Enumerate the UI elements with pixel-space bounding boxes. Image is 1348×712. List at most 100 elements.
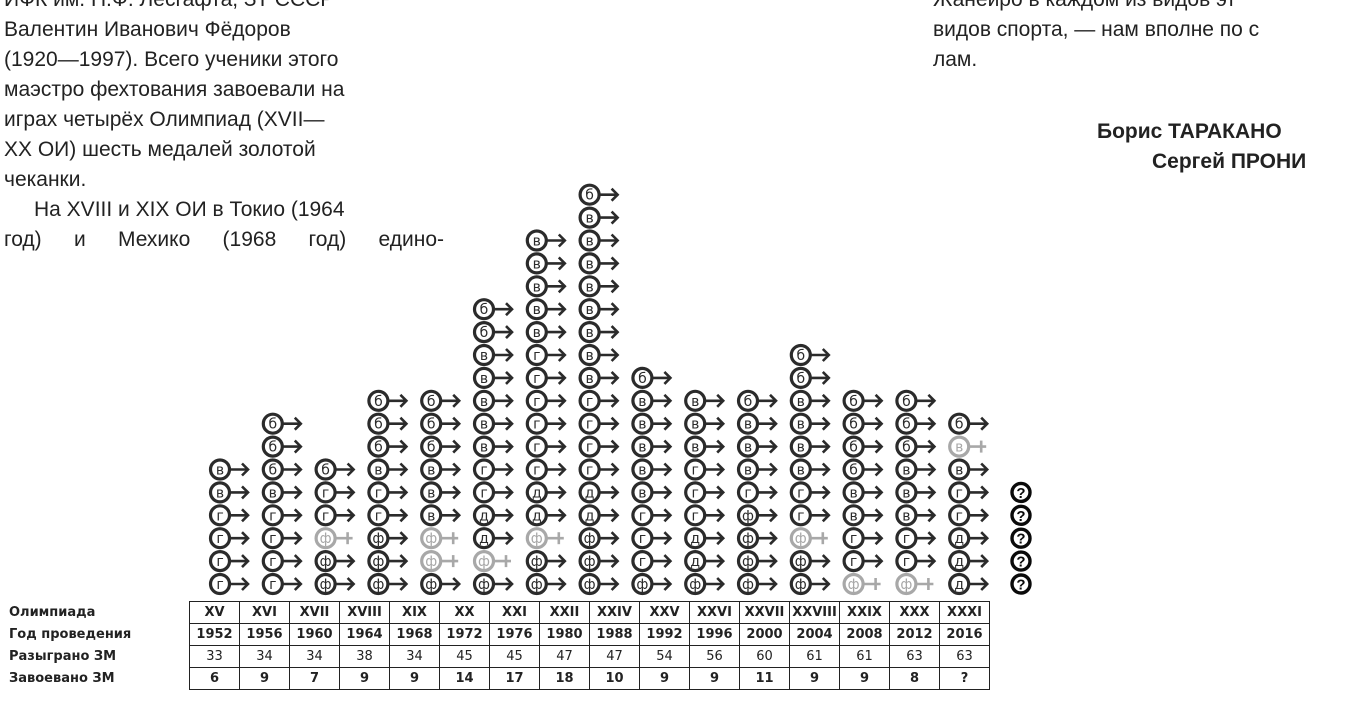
svg-text:б: б	[268, 417, 277, 433]
medal-symbol: б	[895, 435, 937, 458]
table-cell: XXIV	[589, 601, 640, 624]
svg-text:г: г	[269, 554, 276, 570]
table-cell: XVI	[239, 601, 290, 624]
svg-text:д: д	[585, 485, 595, 501]
medal-symbol: д	[684, 527, 726, 550]
svg-text:б: б	[955, 417, 964, 433]
medal-symbol: г	[314, 504, 356, 527]
medal-symbol: ф	[842, 572, 881, 596]
svg-text:б: б	[849, 417, 858, 433]
medal-symbol: г	[684, 504, 726, 527]
medal-symbol: б	[367, 389, 409, 412]
svg-text:в: в	[797, 463, 805, 479]
medal-symbol: д	[684, 549, 726, 573]
medal-symbol: в	[472, 389, 514, 412]
svg-text:б: б	[374, 394, 383, 410]
medal-symbol: г	[367, 504, 409, 527]
medal-symbol: б	[895, 389, 937, 412]
medal-symbol: б	[367, 412, 409, 435]
table-cell: 1992	[639, 623, 690, 646]
svg-text:б: б	[374, 417, 383, 433]
svg-text:ф: ф	[320, 577, 332, 593]
medal-symbol: г	[208, 572, 250, 596]
svg-text:в: в	[691, 440, 699, 456]
table-cell: 54	[639, 645, 690, 668]
medal-symbol: г	[525, 366, 567, 389]
medal-symbol: в	[631, 458, 673, 481]
medal-symbol: в	[631, 435, 673, 458]
medal-symbol: б	[789, 343, 831, 367]
svg-text:б: б	[902, 394, 911, 410]
svg-text:ф: ф	[900, 577, 912, 593]
medal-symbol: г	[842, 527, 884, 550]
table-cell: 6	[189, 667, 240, 690]
medal-symbol: б	[842, 458, 884, 481]
medal-symbol: в	[525, 275, 567, 298]
medal-symbol: г	[578, 412, 620, 435]
medal-symbol: в	[208, 458, 250, 481]
svg-text:?: ?	[1016, 554, 1025, 571]
medal-symbol: д	[948, 549, 990, 573]
medal-symbol: в	[525, 321, 567, 344]
svg-text:в: в	[902, 485, 910, 501]
medal-symbol: г	[842, 549, 884, 573]
table-cell: XXI	[489, 601, 540, 624]
unknown-medal-symbol: ?	[1010, 550, 1032, 572]
svg-text:г: г	[692, 463, 699, 479]
medal-symbol: в	[789, 435, 831, 458]
olympics-table: Олимпиада XV XVI XVII XVIII XIX XX XXI XXII XXIV X…	[0, 601, 990, 690]
right-text-line: Жанейро в каждом из видов эт	[933, 0, 1348, 15]
medal-symbol: ф	[420, 549, 459, 573]
table-cell: XVII	[289, 601, 340, 624]
left-text-line: Валентин Иванович Фёдоров	[4, 18, 291, 41]
medal-symbol: в	[472, 412, 514, 435]
table-cell: XXXI	[939, 601, 990, 624]
svg-text:в: в	[585, 256, 593, 272]
medal-symbol: в	[789, 412, 831, 435]
svg-text:в: в	[691, 394, 699, 410]
medal-symbol: в	[684, 389, 726, 412]
left-text-line: На XVIII и XIX ОИ в Токио (1964	[34, 198, 345, 221]
svg-text:г: г	[903, 531, 910, 547]
medal-symbol: г	[261, 527, 303, 550]
svg-text:д: д	[690, 554, 700, 570]
table-cell: 33	[189, 645, 240, 668]
svg-text:ф: ф	[848, 577, 860, 593]
svg-text:в: в	[585, 211, 593, 227]
won-row: Завоевано ЗМ 6 9 7 9 9 14 17 18 10 9 9 11 9 9 8?	[0, 667, 990, 690]
table-cell: 61	[789, 645, 840, 668]
table-cell: 1988	[589, 623, 640, 646]
svg-text:в: в	[638, 463, 646, 479]
svg-text:г: г	[216, 531, 223, 547]
svg-text:б: б	[902, 417, 911, 433]
medal-symbol: б	[261, 435, 303, 458]
table-cell: XX	[439, 601, 490, 624]
svg-text:г: г	[639, 508, 646, 524]
table-cell: 1956	[239, 623, 290, 646]
medal-symbol: б	[895, 412, 937, 435]
svg-text:г: г	[480, 485, 487, 501]
svg-text:ф: ф	[320, 554, 332, 570]
svg-text:б: б	[480, 325, 489, 341]
medal-symbol: б	[842, 389, 884, 412]
svg-text:б: б	[321, 463, 330, 479]
medal-symbol: в	[631, 412, 673, 435]
medal-symbol: ф	[420, 572, 462, 596]
svg-text:г: г	[269, 577, 276, 593]
svg-text:в: в	[427, 485, 435, 501]
svg-text:б: б	[427, 440, 436, 456]
svg-text:ф: ф	[636, 577, 648, 593]
medal-symbol: в	[578, 275, 620, 298]
medal-symbol: в	[736, 412, 778, 435]
svg-text:в: в	[533, 234, 541, 250]
row-label: Год проведения	[9, 627, 132, 642]
table-cell: 1976	[489, 623, 540, 646]
medal-symbol: б	[261, 458, 303, 481]
medal-symbol: ф	[736, 504, 778, 527]
svg-text:в: в	[585, 348, 593, 364]
svg-text:в: в	[533, 256, 541, 272]
